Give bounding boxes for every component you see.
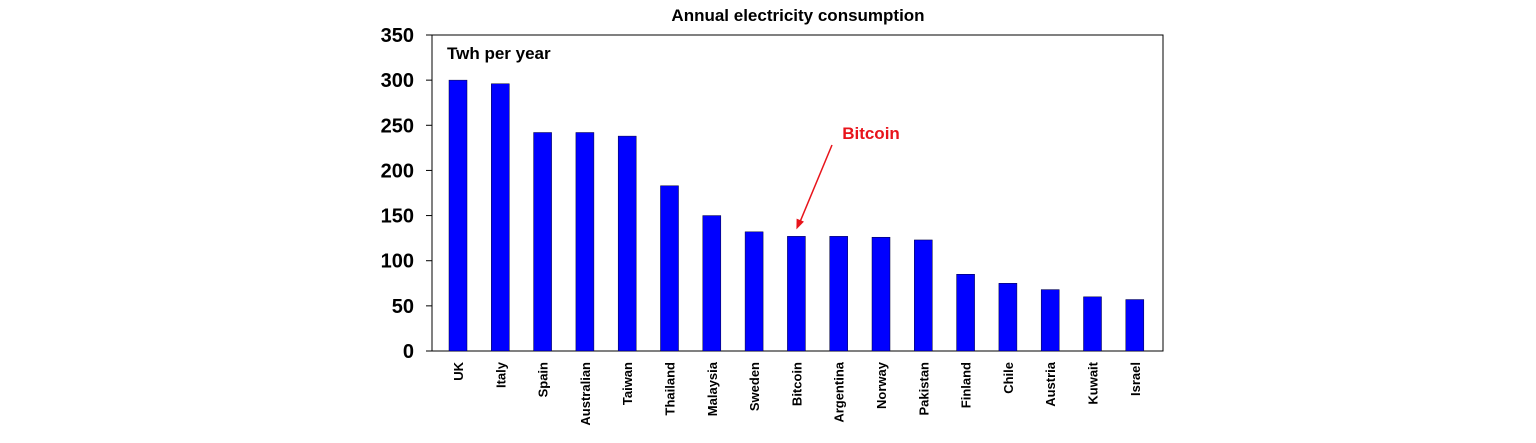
- bar-uk: [448, 79, 468, 352]
- x-tick-label: Austria: [1043, 361, 1058, 407]
- bar-taiwan: [617, 135, 637, 352]
- x-tick-label: Chile: [1001, 362, 1016, 394]
- x-tick-label: Australian: [578, 362, 593, 426]
- x-tick-label: Norway: [874, 361, 889, 409]
- y-tick-label: 0: [403, 341, 414, 363]
- bar-chile: [998, 283, 1018, 352]
- bars-group: [448, 79, 1145, 352]
- bar-bitcoin: [787, 236, 806, 352]
- y-tick-label: 300: [381, 70, 414, 92]
- annotation-arrow-line: [798, 144, 833, 224]
- bitcoin-annotation: Bitcoin: [796, 124, 900, 230]
- bar-norway: [871, 236, 891, 352]
- x-tick-label: Malaysia: [705, 361, 720, 416]
- y-tick-label: 200: [381, 160, 414, 182]
- bar-spain: [533, 132, 552, 352]
- annotation-label: Bitcoin: [842, 124, 900, 143]
- x-tick-label: Sweden: [747, 362, 762, 411]
- x-tick-label: Pakistan: [916, 362, 931, 416]
- y-tick-label: 50: [392, 296, 414, 318]
- annotation-arrow-head: [796, 218, 804, 230]
- x-tick-label: UK: [451, 361, 466, 380]
- bar-sweden: [744, 231, 764, 352]
- x-tick-label: Spain: [536, 362, 551, 397]
- y-tick-label: 150: [381, 206, 414, 228]
- bar-israel: [1125, 299, 1145, 352]
- unit-label: Twh per year: [447, 44, 551, 63]
- x-tick-label: Israel: [1128, 362, 1143, 396]
- chart-title: Annual electricity consumption: [671, 6, 924, 25]
- bar-malaysia: [702, 215, 722, 352]
- x-tick-label: Thailand: [663, 362, 678, 416]
- y-tick-label: 350: [381, 25, 414, 47]
- bar-kuwait: [1083, 296, 1102, 352]
- x-tick-label: Bitcoin: [789, 362, 804, 406]
- x-tick-label: Finland: [959, 362, 974, 408]
- x-tick-label: Taiwan: [620, 362, 635, 405]
- x-tick-label: Argentina: [832, 361, 847, 422]
- bar-australian: [575, 132, 595, 352]
- bar-italy: [491, 83, 510, 352]
- bar-austria: [1040, 289, 1060, 352]
- bar-argentina: [829, 236, 848, 352]
- y-axis: 0 50 100 150 200 250 300 350: [381, 25, 432, 363]
- x-tick-label: Kuwait: [1086, 361, 1101, 404]
- bar-pakistan: [914, 239, 933, 352]
- y-tick-label: 250: [381, 115, 414, 137]
- bar-finland: [956, 274, 975, 352]
- bar-thailand: [660, 185, 679, 352]
- y-tick-label: 100: [381, 251, 414, 273]
- x-axis: UK Italy Spain Australian Taiwan Thailand Mala…: [451, 361, 1143, 425]
- x-tick-label: Italy: [493, 361, 508, 388]
